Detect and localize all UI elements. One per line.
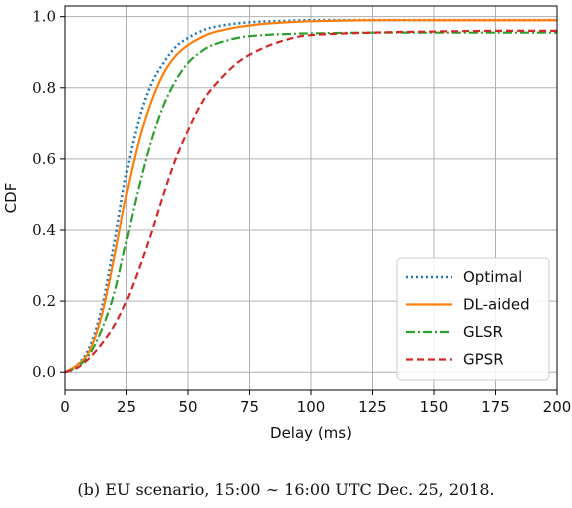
series-line-optimal — [64, 18, 557, 374]
ticks: 0 25 50 75 100 125 150 175 200 0.0 0.2 0.4 0.6 0.8 1.0 — [32, 8, 571, 416]
x-tick-label: 150 — [420, 398, 449, 416]
x-axis-label: Delay (ms) — [270, 424, 352, 442]
legend-label: GLSR — [463, 323, 503, 341]
x-tick-label: 75 — [240, 398, 259, 416]
x-tick-label: 175 — [481, 398, 510, 416]
grid — [64, 6, 558, 390]
figure-caption: (b) EU scenario, 15:00 ∼ 16:00 UTC Dec. … — [77, 480, 495, 499]
x-tick-label: 25 — [117, 398, 136, 416]
legend-label: GPSR — [463, 351, 504, 369]
x-tick-label: 0 — [60, 398, 70, 416]
cdf-chart: 0 25 50 75 100 125 150 175 200 0.0 0.2 0.4 0.6 0.8 1.0… — [2, 5, 571, 442]
series-line-gpsr — [64, 29, 558, 374]
legend-label: DL-aided — [463, 296, 530, 314]
legend-box — [396, 257, 550, 381]
legend: Optimal DL-aided GLSR GPSR — [396, 257, 550, 381]
plot-frame — [64, 5, 558, 391]
series-line-dl-aided — [64, 19, 557, 374]
legend-label: Optimal — [463, 268, 522, 286]
x-tick-label: 200 — [543, 398, 572, 416]
x-tick-label: 50 — [178, 398, 197, 416]
y-tick-label: 0.2 — [32, 292, 56, 310]
y-tick-label: 0.4 — [32, 221, 56, 239]
series-lines — [64, 18, 558, 374]
y-tick-label: 0.6 — [32, 150, 56, 168]
y-tick-label: 1.0 — [32, 8, 56, 26]
y-tick-label: 0.0 — [32, 363, 56, 381]
x-tick-label: 125 — [358, 398, 387, 416]
y-tick-label: 0.8 — [32, 79, 56, 97]
x-tick-label: 100 — [297, 398, 326, 416]
y-axis-label: CDF — [2, 183, 20, 214]
